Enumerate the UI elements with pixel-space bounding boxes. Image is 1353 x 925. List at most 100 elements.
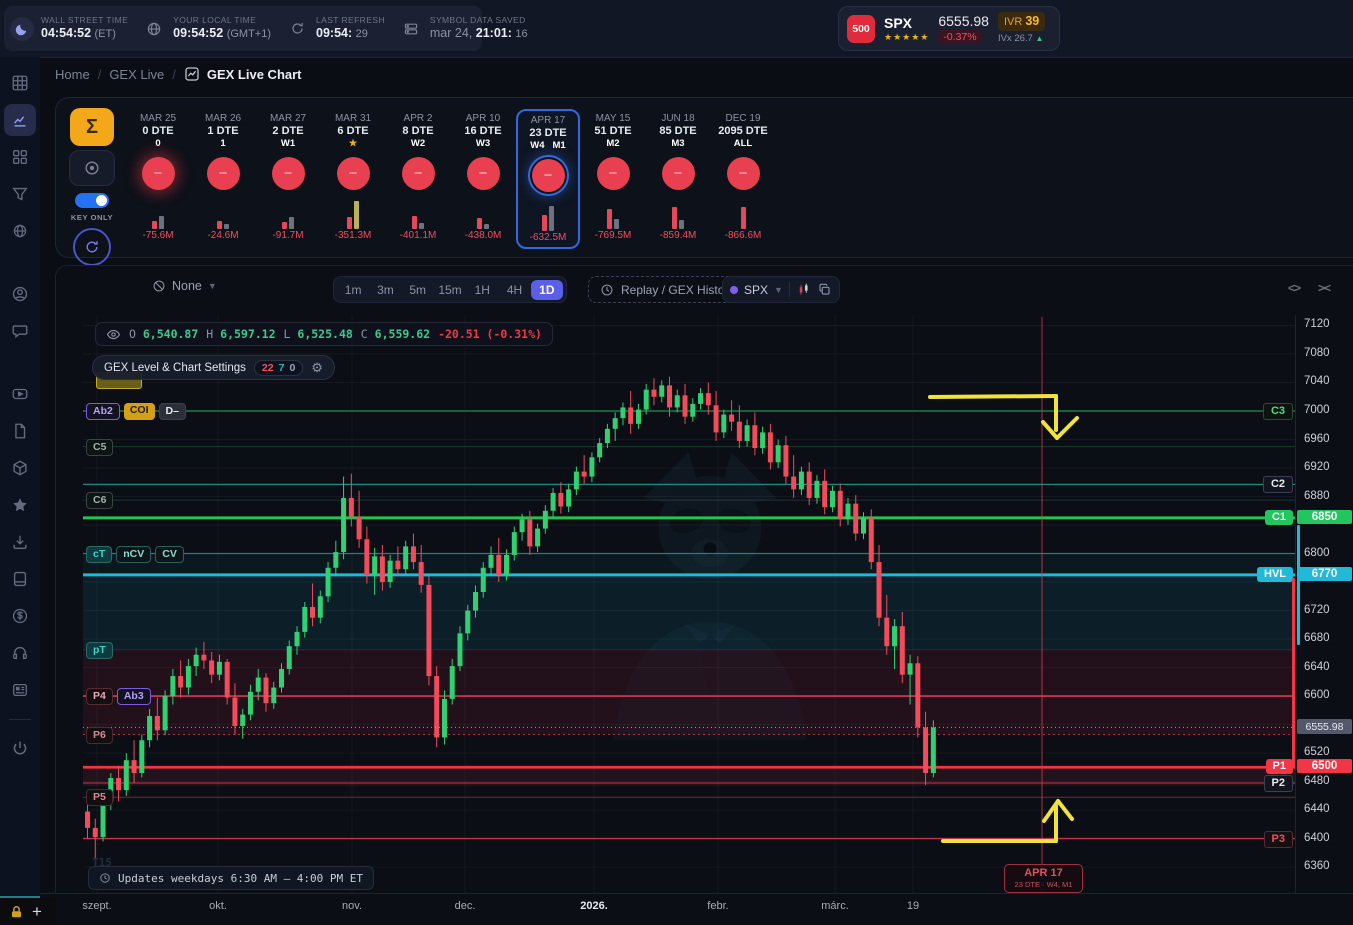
dte-days: 16 DTE — [464, 125, 502, 137]
time-value: 09:54:52 (GMT+1) — [173, 26, 271, 41]
symbol-summary-panel[interactable]: 500 SPX ★★★★★ 6555.98 -0.37% IVR 39 IVx … — [838, 6, 1060, 51]
dte-days: 6 DTE — [337, 125, 369, 137]
price-tick-6520: 6520 — [1304, 746, 1330, 759]
filter-dropdown[interactable]: None ▼ — [152, 279, 217, 293]
sidebar-item-book[interactable] — [4, 563, 36, 595]
dte-negative-gex-indicator[interactable]: − — [141, 157, 175, 190]
price-tick-6920: 6920 — [1304, 461, 1330, 473]
timeframe-1m[interactable]: 1m — [344, 282, 362, 297]
sidebar-bottom-accent — [0, 896, 40, 898]
dte-net-gex-value: -769.5M — [594, 230, 632, 241]
dte-tags: ★ — [348, 138, 358, 149]
time-axis[interactable]: szept. okt. nov. dec. 2026. febr. márc. 19 — [40, 893, 1353, 920]
time-tick-márc: márc. — [821, 900, 849, 912]
price-chart[interactable] — [83, 315, 1295, 893]
sidebar-item-dollar[interactable] — [4, 600, 36, 632]
dte-negative-gex-indicator[interactable]: − — [271, 157, 305, 190]
dte-column-jun-18[interactable]: JUN 18 85 DTE M3 − -859.4M — [646, 109, 710, 249]
price-tick-6600: 6600 — [1304, 689, 1330, 702]
top-bar: WALL STREET TIME 04:54:52 (ET) YOUR LOCAL … — [0, 0, 1353, 58]
price-axis[interactable]: 7120 7080 7040 7000 6960 6920 6880 6800 6720 6680… — [1295, 315, 1353, 893]
timeframe-group: 1m 3m 5m 15m 1H 4H 1D — [333, 276, 567, 303]
dte-negative-gex-indicator[interactable]: − — [596, 157, 630, 190]
dte-column-mar-31[interactable]: MAR 31 6 DTE ★ − -351.3M — [321, 109, 385, 249]
sidebar-item-grid[interactable] — [4, 67, 36, 99]
eye-icon[interactable] — [106, 327, 121, 342]
sidebar-item-download[interactable] — [4, 526, 36, 558]
lock-icon — [9, 904, 24, 920]
time-tick-nov: nov. — [342, 900, 362, 912]
dte-mini-bars — [412, 199, 424, 229]
timeframe-1d[interactable]: 1D — [530, 279, 563, 300]
collapse-icon[interactable]: >< — [1318, 281, 1331, 295]
breadcrumb-home[interactable]: Home — [55, 66, 90, 82]
sidebar-item-filter[interactable] — [4, 178, 36, 210]
raccoon-watermark — [613, 452, 807, 740]
sidebar-item-power[interactable] — [4, 732, 36, 764]
plus-button[interactable]: + — [32, 901, 42, 921]
timeframe-4h[interactable]: 4H — [506, 282, 523, 297]
gear-icon[interactable]: ⚙ — [311, 359, 323, 375]
dte-days: 23 DTE — [529, 127, 567, 139]
timeframe-15m[interactable]: 15m — [438, 282, 462, 297]
expand-code-icon[interactable]: <> — [1288, 281, 1301, 295]
copy-icon[interactable] — [817, 282, 832, 297]
dte-column-apr-17[interactable]: APR 17 23 DTE W4 M1 − -632.5M — [516, 109, 580, 249]
dte-mini-bars — [347, 199, 359, 229]
dte-mini-bars — [672, 199, 684, 229]
sidebar-item-support[interactable] — [4, 637, 36, 669]
dte-column-dec-19[interactable]: DEC 19 2095 DTE ALL − -866.6M — [711, 109, 775, 249]
dte-column-mar-26[interactable]: MAR 26 1 DTE 1 − -24.6M — [191, 109, 255, 249]
dte-net-gex-value: -91.7M — [272, 230, 304, 241]
dte-negative-gex-indicator[interactable]: − — [336, 157, 370, 190]
dte-date: MAR 31 — [334, 113, 372, 124]
sidebar-item-globe[interactable] — [4, 215, 36, 247]
chart-line-icon — [184, 66, 200, 82]
dte-negative-gex-indicator[interactable]: − — [401, 157, 435, 190]
star-rating: ★★★★★ — [884, 31, 930, 42]
sidebar-item-chat[interactable] — [4, 315, 36, 347]
dte-days: 0 DTE — [142, 125, 174, 137]
sidebar-item-user[interactable] — [4, 278, 36, 310]
dte-column-mar-27[interactable]: MAR 27 2 DTE W1 − -91.7M — [256, 109, 320, 249]
symbol-selector[interactable]: SPX ▼ — [722, 276, 840, 303]
timeframe-3m[interactable]: 3m — [377, 282, 394, 297]
sidebar-item-chart[interactable] — [4, 104, 36, 136]
sidebar-item-video[interactable] — [4, 378, 36, 410]
chart-type-icon[interactable] — [796, 282, 811, 297]
stack-icon — [399, 17, 423, 41]
dte-column-apr-10[interactable]: APR 10 16 DTE W3 − -438.0M — [451, 109, 515, 249]
sidebar-item-file[interactable] — [4, 415, 36, 447]
dte-negative-gex-indicator[interactable]: − — [661, 157, 695, 190]
timeframe-5m[interactable]: 5m — [409, 282, 427, 297]
dte-column-may-15[interactable]: MAY 15 51 DTE M2 − -769.5M — [581, 109, 645, 249]
timeframe-1h[interactable]: 1H — [474, 282, 490, 297]
sidebar-item-apps[interactable] — [4, 141, 36, 173]
current-price-badge: 6555.98 — [1297, 719, 1352, 735]
dte-mini-bars — [542, 201, 554, 231]
sum-mode-button[interactable]: Σ — [70, 108, 114, 146]
dte-tags: 0 — [155, 138, 161, 149]
key-only-toggle[interactable] — [75, 193, 109, 208]
dte-negative-gex-indicator[interactable]: − — [206, 157, 240, 190]
gex-settings-pill[interactable]: GEX Level & Chart Settings 22 7 0 ⚙ — [92, 355, 335, 380]
sidebar-item-star[interactable] — [4, 489, 36, 521]
dte-negative-gex-indicator[interactable]: − — [466, 157, 500, 190]
clock-icon — [99, 872, 111, 884]
price-tick-7040: 7040 — [1304, 375, 1330, 388]
time-label: WALL STREET TIME — [41, 15, 129, 26]
dte-negative-gex-indicator[interactable]: − — [531, 159, 565, 192]
dte-column-mar-25[interactable]: MAR 25 0 DTE 0 − -75.6M — [126, 109, 190, 249]
time-item-symbol-data-saved: SYMBOL DATA SAVED mar 24, 21:01: 16 — [399, 16, 528, 40]
dte-net-gex-value: -438.0M — [464, 230, 502, 241]
sidebar-item-news[interactable] — [4, 674, 36, 706]
sidebar-item-package[interactable] — [4, 452, 36, 484]
axis-badge-hvl: 6770 — [1297, 566, 1352, 581]
breadcrumb-section[interactable]: GEX Live — [109, 66, 165, 82]
refresh-dte-button[interactable] — [73, 228, 111, 266]
time-item-your-local-time: YOUR LOCAL TIME 09:54:52 (GMT+1) — [142, 16, 271, 40]
dte-negative-gex-indicator[interactable]: − — [726, 157, 760, 190]
target-mode-button[interactable] — [69, 150, 115, 186]
